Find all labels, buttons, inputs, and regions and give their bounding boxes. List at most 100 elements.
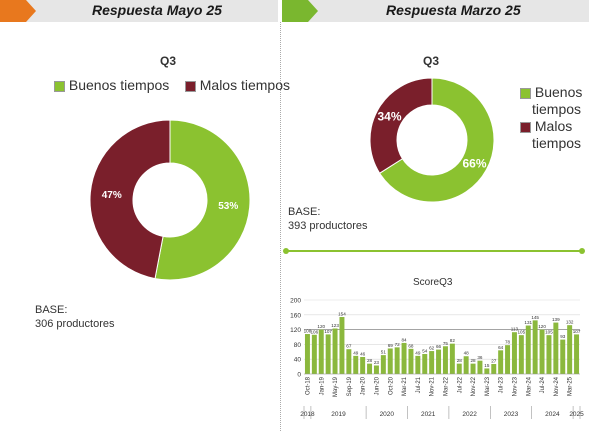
x-tick-label: Jul-24 [540,376,546,393]
bar-value-label: 120 [538,324,546,329]
bar-value-label: 139 [552,317,560,322]
bar [346,349,352,374]
bar-value-label: 106 [311,329,319,334]
bar [429,351,435,374]
bar [367,363,373,374]
bar-value-label: 84 [401,337,407,342]
bar [498,350,504,374]
bar-value-label: 51 [381,350,387,355]
bar [505,345,511,374]
bar-value-label: 68 [408,343,414,348]
bar [546,335,552,374]
x-tick-label: Mar-24 [526,376,532,396]
bar-value-label: 64 [498,345,504,350]
bar-value-label: 15 [484,363,490,368]
legend-label-malos-line2: tiempos [532,135,582,151]
bar-value-label: 27 [491,359,497,364]
year-label: 2018 [300,411,315,418]
x-tick-label: Jul-23 [499,376,505,393]
bar [304,334,310,374]
donut-slice-malos [369,77,433,174]
bar [511,332,517,374]
left-header-bar [0,0,278,22]
bar-value-label: 67 [346,344,352,349]
y-tick-label: 160 [290,312,301,319]
legend-item-buenos: Buenos [520,84,582,101]
x-tick-label: Sep-19 [347,376,353,396]
bar-value-label: 145 [531,315,539,320]
bar-value-label: 49 [353,350,359,355]
legend-label-buenos: Buenos tiempos [68,77,170,93]
x-tick-label: Nov-23 [512,376,518,396]
donut-slice-buenos [378,77,495,203]
y-tick-label: 0 [297,372,301,379]
bar-value-label: 107 [324,329,332,334]
x-tick-label: Jun-20 [374,376,380,395]
year-label: 2022 [462,411,477,418]
bar [394,347,400,374]
bar [436,349,442,374]
bar [415,355,421,374]
left-legend: Buenos tiempos Malos tiempos [54,77,290,93]
right-base-value: 393 productores [288,220,368,232]
legend-label-malos: Malos tiempos [199,77,291,93]
bar-value-label: 72 [395,342,401,347]
bar-value-label: 75 [443,341,449,346]
bar [401,342,407,374]
bar-value-label: 48 [464,351,470,356]
bar [373,365,379,374]
y-tick-label: 200 [290,298,301,305]
left-base-label: BASE: [35,304,68,316]
bar [574,334,580,374]
bar [422,354,428,374]
bar [339,317,345,374]
bar-value-label: 78 [505,340,511,345]
bar [353,355,359,374]
right-header-arrow [282,0,318,22]
left-base-value: 306 productores [35,318,115,330]
legend-swatch-buenos [520,87,531,99]
bar-value-label: 120 [317,324,325,329]
x-tick-label: Oct-18 [305,376,311,395]
bar [477,360,483,374]
bar [332,328,338,374]
bar-value-label: 62 [429,346,435,351]
right-header-title: Respuesta Marzo 25 [386,2,521,18]
bar [456,363,462,374]
bar-chart-title: ScoreQ3 [413,277,453,288]
x-tick-label: Mar-21 [402,376,408,396]
donut-value-label: 34% [377,110,401,124]
x-tick-label: Nov-24 [554,376,560,396]
bar-value-label: 105 [545,330,553,335]
x-tick-label: Nov-22 [471,376,477,396]
bar [387,348,393,374]
bar-value-label: 28 [470,358,476,363]
x-tick-label: Mar-25 [568,376,574,396]
bar [484,368,490,374]
year-label: 2021 [421,411,436,418]
left-header-title: Respuesta Mayo 25 [92,2,222,18]
right-legend: Buenos tiempos Malos tiempos [520,84,582,152]
x-tick-label: Jan-20 [361,376,367,395]
legend-swatch-malos [184,80,196,92]
x-tick-label: Jan-19 [319,376,325,395]
bar-value-label: 66 [436,344,442,349]
right-donut-chart: 66% 34% [369,77,495,203]
y-tick-label: 120 [290,327,301,334]
right-base-label: BASE: [288,206,321,218]
legend-label-buenos-line2: tiempos [532,101,582,117]
bar-value-label: 113 [511,327,519,332]
bar [318,329,324,374]
year-label: 2020 [380,411,395,418]
bar-value-label: 54 [422,349,428,354]
x-tick-label: Mar-22 [443,376,449,396]
year-label: 2024 [545,411,560,418]
bar [463,356,469,374]
year-label: 2025 [569,411,584,418]
bar-value-label: 49 [415,350,421,355]
bar [518,335,524,374]
bar-value-label: 107 [573,329,581,334]
bar [442,346,448,374]
bar [491,364,497,374]
